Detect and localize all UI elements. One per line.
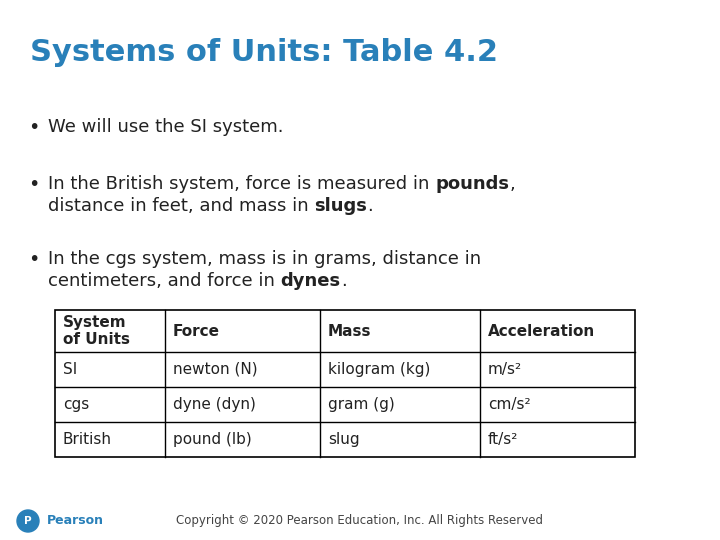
Text: slugs: slugs <box>315 197 367 215</box>
Text: SI: SI <box>63 362 77 377</box>
Text: pound (lb): pound (lb) <box>173 432 252 447</box>
Text: British: British <box>63 432 112 447</box>
Text: Systems of Units: Table 4.2: Systems of Units: Table 4.2 <box>30 38 498 67</box>
Text: newton (N): newton (N) <box>173 362 258 377</box>
Text: kilogram (kg): kilogram (kg) <box>328 362 431 377</box>
Text: •: • <box>28 118 40 137</box>
Circle shape <box>17 510 39 532</box>
Text: In the British system, force is measured in: In the British system, force is measured… <box>48 175 435 193</box>
Text: •: • <box>28 250 40 269</box>
Text: pounds: pounds <box>435 175 509 193</box>
Text: cm/s²: cm/s² <box>488 397 531 412</box>
Text: cgs: cgs <box>63 397 89 412</box>
Bar <box>55 310 635 457</box>
Text: In the cgs system, mass is in grams, distance in: In the cgs system, mass is in grams, dis… <box>48 250 481 268</box>
Text: System
of Units: System of Units <box>63 315 130 347</box>
Text: Copyright © 2020 Pearson Education, Inc. All Rights Reserved: Copyright © 2020 Pearson Education, Inc.… <box>176 514 544 527</box>
Text: centimeters, and force in: centimeters, and force in <box>48 272 281 290</box>
Text: dyne (dyn): dyne (dyn) <box>173 397 256 412</box>
Text: gram (g): gram (g) <box>328 397 395 412</box>
Text: ,: , <box>509 175 515 193</box>
Text: Pearson: Pearson <box>47 514 104 527</box>
Text: Mass: Mass <box>328 323 372 339</box>
Text: Force: Force <box>173 323 220 339</box>
Text: m/s²: m/s² <box>488 362 522 377</box>
Text: .: . <box>367 197 373 215</box>
Text: •: • <box>28 175 40 194</box>
Text: dynes: dynes <box>281 272 341 290</box>
Text: .: . <box>341 272 346 290</box>
Text: ft/s²: ft/s² <box>488 432 518 447</box>
Text: We will use the SI system.: We will use the SI system. <box>48 118 284 136</box>
Text: distance in feet, and mass in: distance in feet, and mass in <box>48 197 315 215</box>
Text: P: P <box>24 516 32 526</box>
Text: Acceleration: Acceleration <box>488 323 595 339</box>
Text: slug: slug <box>328 432 359 447</box>
